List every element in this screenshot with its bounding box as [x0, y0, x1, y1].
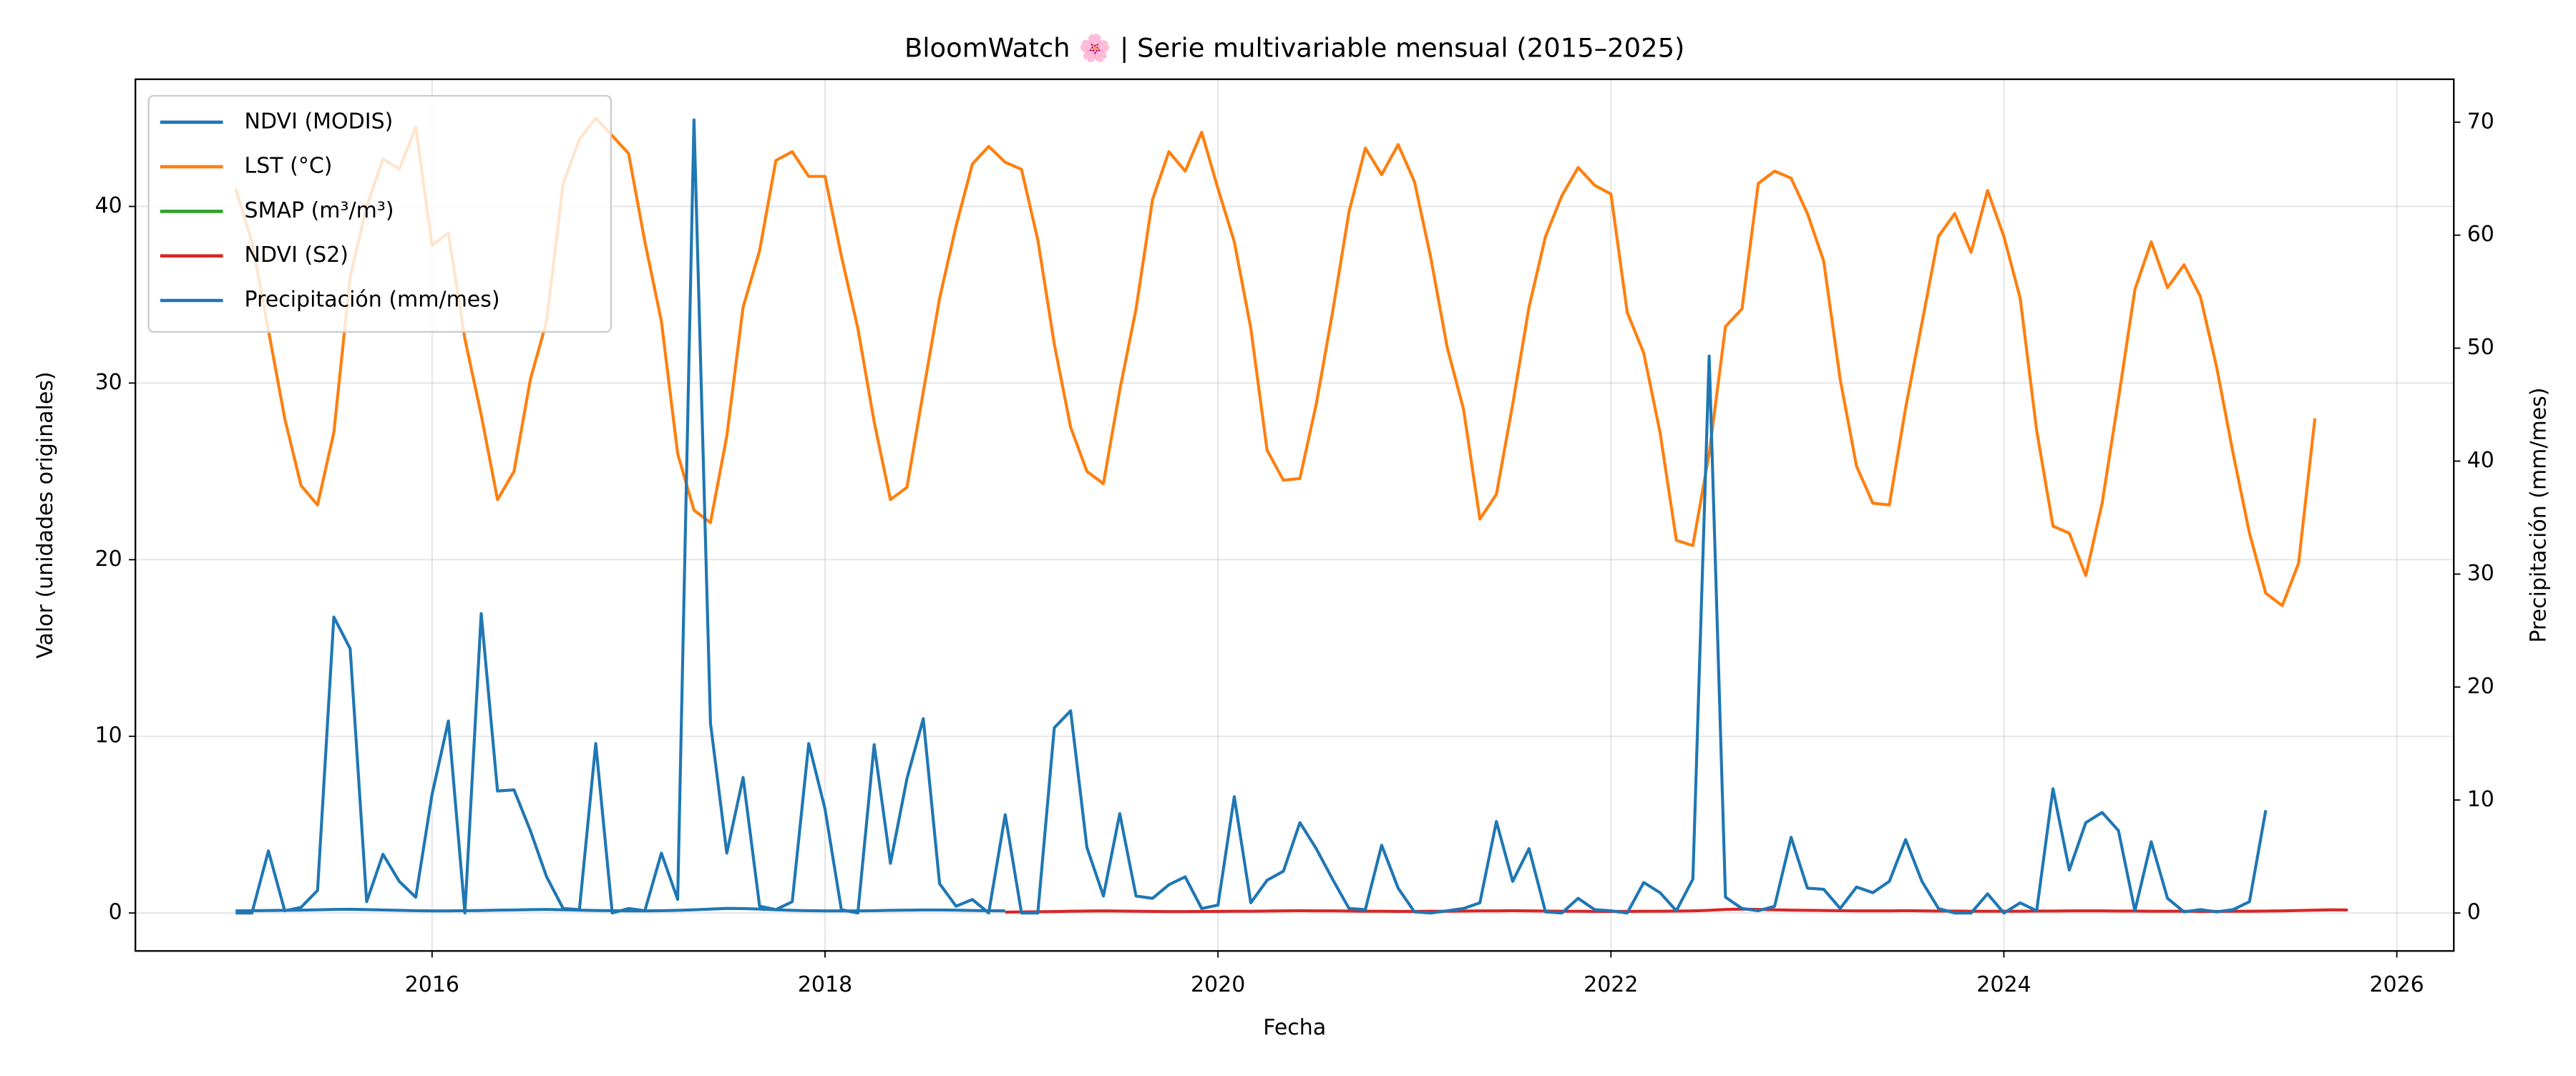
y2-tick-label: 60 — [2467, 222, 2494, 247]
x-tick-label: 2024 — [1976, 972, 2031, 997]
x-tick-label: 2016 — [405, 972, 459, 997]
y-tick-label: 10 — [95, 723, 122, 748]
chart-title: BloomWatch 🌸 | Serie multivariable mensu… — [904, 33, 1684, 64]
plot-frame — [135, 78, 2455, 952]
legend-label: SMAP (m³/m³) — [245, 198, 394, 223]
y2-tick-label: 20 — [2467, 674, 2494, 699]
y2-tick-label: 40 — [2467, 448, 2494, 473]
y2-tick-label: 0 — [2467, 900, 2481, 925]
legend-box — [147, 94, 612, 333]
y-tick-label: 30 — [95, 370, 122, 395]
x-axis-label: Fecha — [1263, 1015, 1326, 1040]
y2-tick-label: 70 — [2467, 109, 2494, 134]
y2-tick-label: 10 — [2467, 787, 2494, 812]
legend-label: NDVI (S2) — [245, 243, 348, 268]
legend-label: NDVI (MODIS) — [245, 109, 394, 134]
y-axis-label: Valor (unidades originales) — [33, 371, 58, 658]
x-tick-label: 2026 — [2369, 972, 2424, 997]
series-line — [235, 118, 2268, 915]
y2-axis-label: Precipitación (mm/mes) — [2527, 387, 2552, 642]
x-tick-label: 2022 — [1584, 972, 1638, 997]
legend-label: LST (°C) — [245, 154, 333, 179]
x-tick-label: 2018 — [798, 972, 852, 997]
y-tick-label: 20 — [95, 547, 122, 572]
x-tick-label: 2020 — [1191, 972, 1245, 997]
legend-label: Precipitación (mm/mes) — [245, 288, 500, 313]
y2-tick-label: 30 — [2467, 561, 2494, 586]
y-tick-label: 40 — [95, 193, 122, 218]
y2-tick-label: 50 — [2467, 335, 2494, 360]
y-tick-label: 0 — [109, 900, 122, 925]
